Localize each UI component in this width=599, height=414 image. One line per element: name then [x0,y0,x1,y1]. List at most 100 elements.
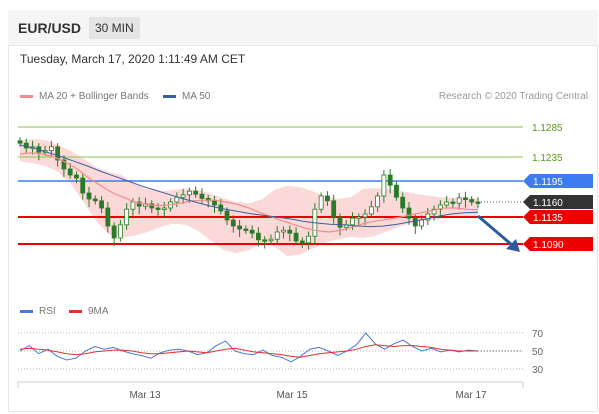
price-level-tag [523,210,593,224]
timeframe-badge[interactable]: 30 MIN [89,17,140,39]
time-axis-label: Mar 15 [276,390,308,401]
candle-body [199,193,205,199]
candle-body [136,201,142,207]
price-level-label: 1.1090 [533,240,564,251]
candles-layer [17,137,481,250]
rsi-panel: 70 50 30 [18,329,544,376]
candle-body [450,201,456,204]
candle-body [80,177,86,194]
rsi-tick-label: 50 [532,347,544,358]
candle-body [212,200,217,206]
candle-body [412,217,418,227]
legend-rsi-ma: 9MA [69,306,109,317]
candle-body [48,146,54,151]
candle-body [318,195,324,210]
candle-body [425,213,431,221]
time-axis: Mar 13 Mar 15 Mar 17 [17,381,524,401]
candle-body [130,201,136,210]
candle-body [387,174,393,186]
candle-body [230,219,236,227]
ma50-line [19,144,479,228]
candle-body [368,206,374,215]
legend-rsi-ma-swatch [69,310,82,313]
legend-rsi-swatch [20,310,33,313]
rsi-ma-line [19,344,478,358]
candle-body [117,224,123,239]
candle-body [268,238,274,242]
rsi-line [19,332,479,363]
pivot-label: 1.1160 [533,198,563,209]
candle-body [256,232,261,241]
forecast-arrow-head [506,239,520,252]
resistance-label: 1.1235 [532,153,563,164]
legend-ma20-swatch [20,95,33,98]
candle-body [394,184,399,198]
candle-body [400,196,406,209]
candle-body [86,192,92,200]
time-axis-label: Mar 13 [129,390,161,401]
candle-body [155,207,161,210]
candle-body [180,194,186,198]
candle-body [325,195,330,202]
candle-body [274,231,280,240]
legend-rsi-label: RSI [39,306,56,317]
candle-body [431,208,437,215]
candle-body [61,159,67,170]
candle-body [249,229,255,234]
candle-body [293,232,299,242]
legend-rsi: RSI [20,306,56,317]
candle-body [281,229,286,233]
candle-body [92,198,98,202]
moving-averages-layer [19,144,520,252]
candle-body [262,239,268,242]
candle-body [174,196,180,203]
legend-ma20-label: MA 20 + Bollinger Bands [39,91,149,102]
candle-body [74,174,79,179]
candle-body [55,146,61,161]
candle-body [469,199,475,203]
pivot-tag [523,195,593,209]
legend-ma50-label: MA 50 [182,91,211,102]
candle-body [463,197,468,201]
report-timestamp: Tuesday, March 17, 2020 1:11:49 AM CET [20,52,246,66]
candle-body [193,190,199,195]
candle-body [331,200,337,218]
copyright-notice: Research © 2020 Trading Central [438,91,588,102]
candle-body [337,216,343,228]
legend-ma50: MA 50 [163,91,210,102]
candle-body [444,201,450,206]
candle-body [362,213,368,218]
candle-body [475,201,481,204]
candle-body [17,140,23,144]
price-level-label: 1.1135 [533,213,563,224]
rsi-tick-label: 70 [532,329,544,340]
candle-body [186,190,192,196]
candle-body [149,203,155,209]
candle-body [375,195,381,208]
legend-ma20: MA 20 + Bollinger Bands [20,91,149,102]
candle-body [237,225,242,230]
legend-ma50-swatch [163,95,176,98]
candle-body [111,225,117,239]
candle-body [99,200,104,209]
candle-body [124,208,130,226]
forecast-arrow-shaft [477,214,513,247]
currency-pair-title: EUR/USD [18,20,82,36]
candle-body [406,207,412,219]
candle-body [299,240,305,244]
candle-body [306,235,312,244]
rsi-tick-label: 30 [532,365,544,376]
price-level-label: 1.1195 [533,177,563,188]
candle-body [356,216,362,219]
legend-rsi-ma-label: 9MA [88,306,109,317]
candle-body [161,207,167,210]
candle-body [287,229,293,234]
candle-body [243,228,249,231]
time-axis-label: Mar 17 [455,390,487,401]
candle-body [456,197,462,204]
candle-body [67,168,73,176]
candle-body [350,217,355,226]
price-level-tag [523,174,593,188]
ma20-line [19,152,479,233]
